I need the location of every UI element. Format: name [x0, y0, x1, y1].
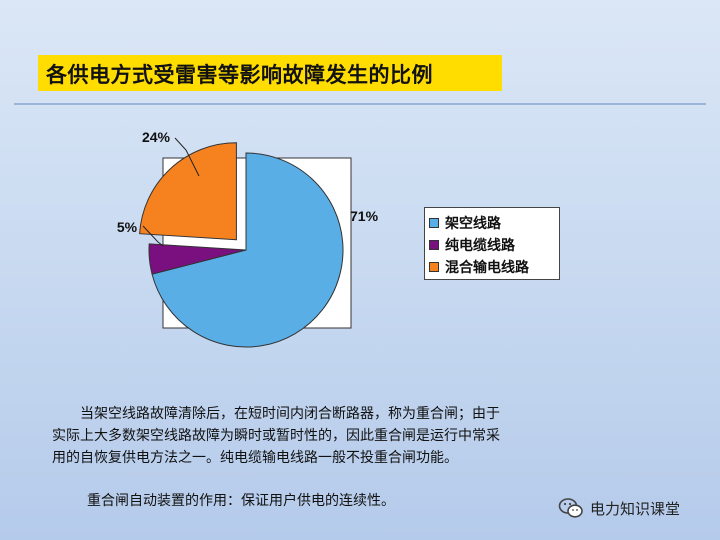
title-box: 各供电方式受雷害等影响故障发生的比例: [38, 55, 502, 91]
legend-label: 纯电缆线路: [445, 238, 515, 254]
leader-line-cable: [142, 225, 164, 247]
slice-labels: 71% 5% 24%: [117, 129, 379, 235]
legend-item-cable: 纯电缆线路: [429, 235, 515, 255]
wechat-icon: [558, 498, 583, 518]
legend-item-overhead: 架空线路: [429, 213, 501, 233]
paragraph-line: 实际上大多数架空线路故障为瞬时或暂时性的，因此重合闸是运行中常采: [52, 428, 500, 444]
legend-swatch: [429, 262, 439, 272]
explanation-paragraph: 当架空线路故障清除后，在短时间内闭合断路器，称为重合闸；由于 实际上大多数架空线…: [52, 403, 652, 469]
leader-line-mixed: [174, 137, 200, 177]
legend: 架空线路 纯电缆线路 混合输电线路: [424, 207, 560, 280]
leader-lines: [142, 137, 200, 247]
pie-slices: [139, 142, 344, 348]
legend-label: 架空线路: [445, 216, 501, 232]
watermark-text: 电力知识课堂: [590, 499, 681, 518]
reclosing-note: 重合闸自动装置的作用：保证用户供电的连续性。: [87, 493, 395, 509]
pie-slice-cable: [148, 243, 247, 275]
legend-item-mixed: 混合输电线路: [429, 257, 529, 277]
pie-slice-mixed: [139, 142, 237, 241]
title-divider: [14, 103, 706, 105]
data-label-overhead: 71%: [350, 208, 379, 224]
legend-swatch: [429, 218, 439, 228]
watermark: 电力知识课堂: [558, 494, 680, 522]
pie-slice-overhead: [151, 152, 344, 348]
paragraph-line: 当架空线路故障清除后，在短时间内闭合断路器，称为重合闸；由于: [80, 406, 500, 422]
data-label-mixed: 24%: [142, 129, 171, 145]
data-label-cable: 5%: [117, 219, 138, 235]
legend-swatch: [429, 240, 439, 250]
legend-label: 混合输电线路: [445, 260, 529, 276]
paragraph-line: 用的自恢复供电方法之一。纯电缆输电线路一般不投重合闸功能。: [52, 450, 458, 466]
slide-title: 各供电方式受雷害等影响故障发生的比例: [46, 63, 433, 87]
